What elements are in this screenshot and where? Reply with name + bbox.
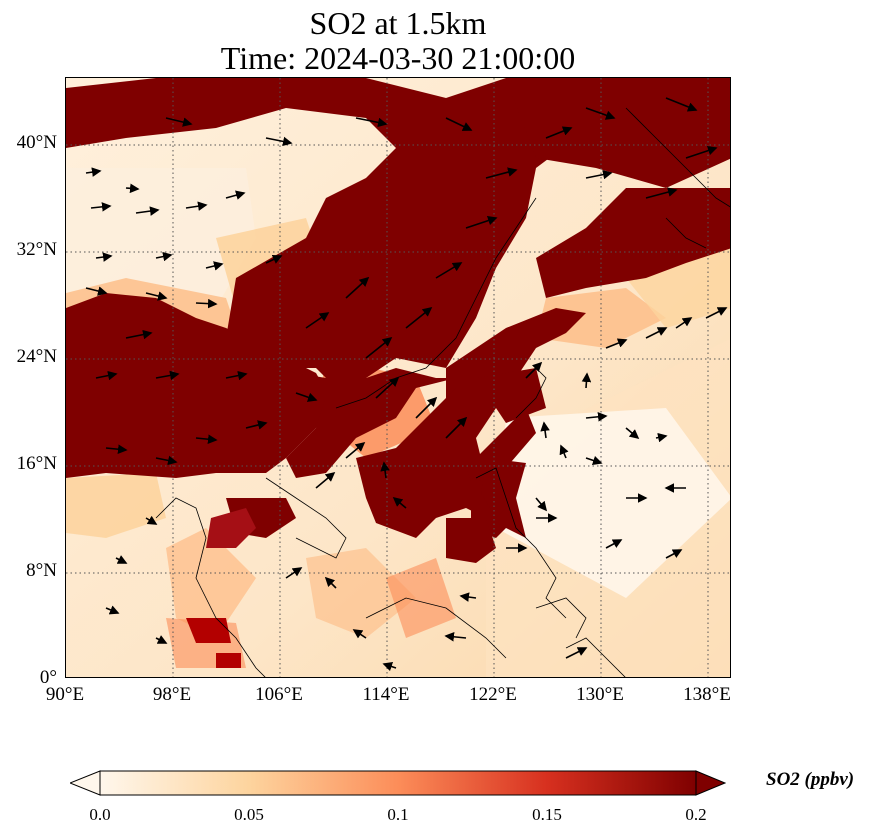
colorbar-tick-1: 0.05 bbox=[234, 805, 264, 824]
colorbar-extend-min bbox=[70, 770, 101, 796]
gridlines bbox=[66, 78, 730, 677]
map-subtitle-time: Time: 2024-03-30 21:00:00 bbox=[220, 40, 576, 76]
lat-label-0: 0° bbox=[39, 667, 57, 688]
so2-field-map bbox=[66, 78, 730, 677]
lon-label-138e: 138°E bbox=[683, 684, 731, 705]
colorbar-extend-max bbox=[695, 770, 726, 796]
lon-label-114e: 114°E bbox=[362, 684, 410, 705]
lon-label-106e: 106°E bbox=[255, 684, 303, 705]
colorbar bbox=[70, 770, 726, 796]
map-plot-area bbox=[65, 77, 731, 678]
map-title: SO2 at 1.5km bbox=[309, 5, 487, 41]
lat-label-16n: 16°N bbox=[16, 453, 57, 474]
lat-label-8n: 8°N bbox=[26, 560, 57, 581]
lon-label-90e: 90°E bbox=[45, 684, 85, 705]
lon-label-122e: 122°E bbox=[469, 684, 517, 705]
colorbar-tick-3: 0.15 bbox=[532, 805, 562, 824]
colorbar-tick-4: 0.2 bbox=[685, 805, 707, 824]
colorbar-label: SO2 (ppbv) bbox=[766, 769, 855, 790]
lat-label-32n: 32°N bbox=[16, 239, 57, 260]
lon-label-130e: 130°E bbox=[576, 684, 624, 705]
colorbar-tick-0: 0.0 bbox=[89, 805, 111, 824]
lat-label-40n: 40°N bbox=[16, 132, 57, 153]
colorbar-gradient bbox=[99, 770, 697, 796]
lat-label-24n: 24°N bbox=[16, 346, 57, 367]
colorbar-tick-2: 0.1 bbox=[387, 805, 409, 824]
wind-vectors bbox=[85, 97, 728, 672]
coastlines bbox=[155, 107, 730, 677]
lon-label-98e: 98°E bbox=[152, 684, 192, 705]
